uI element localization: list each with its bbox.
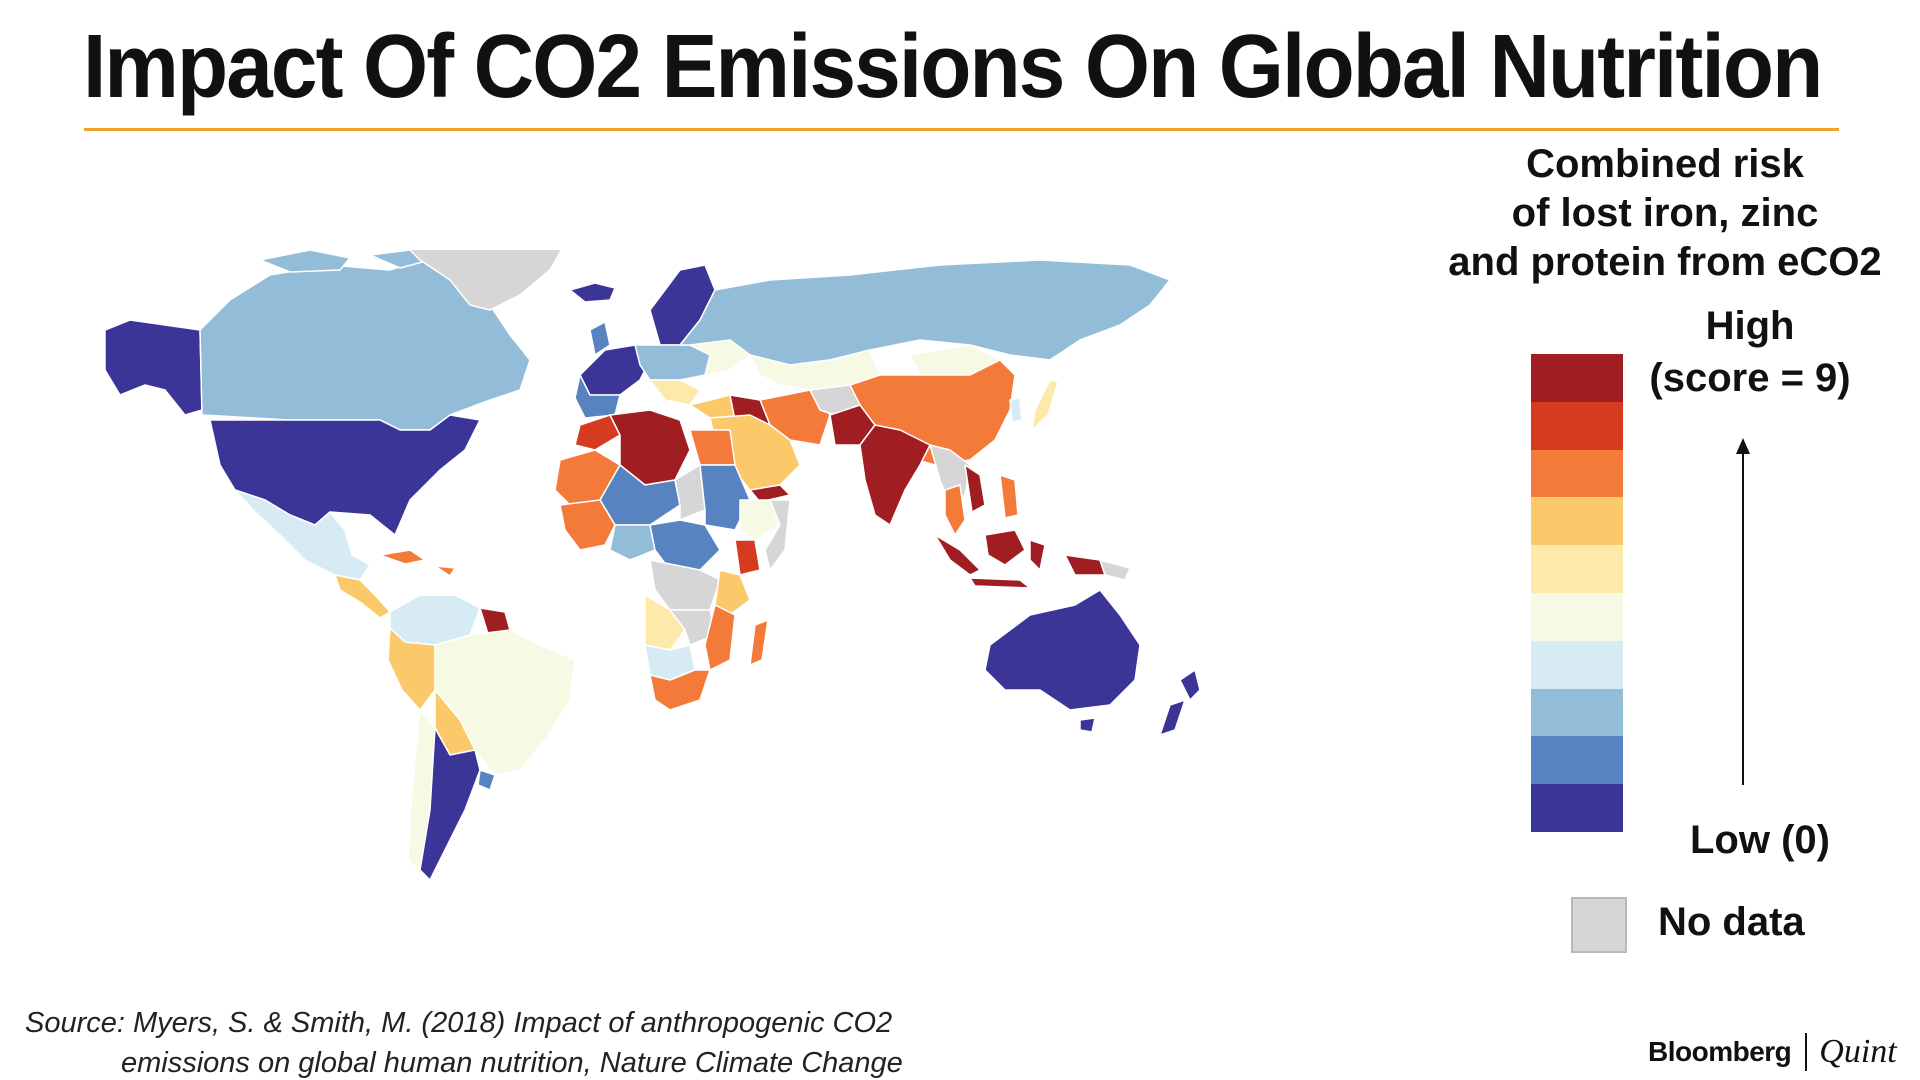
world-choropleth-map <box>90 209 1430 930</box>
legend-low-label: Low (0) <box>1690 818 1830 862</box>
legend-swatch-1 <box>1531 736 1623 785</box>
region-sumatra <box>934 534 981 576</box>
source-line-1: Source: Myers, S. & Smith, M. (2018) Imp… <box>25 1007 893 1039</box>
region-congo <box>649 559 721 611</box>
region-mexico <box>234 489 371 581</box>
region-ethiopia <box>739 499 781 541</box>
source-citation: Source: Myers, S. & Smith, M. (2018) Imp… <box>25 1003 903 1080</box>
title-divider <box>84 128 1839 131</box>
region-nigeria <box>609 524 656 561</box>
region-kenya <box>734 539 761 576</box>
region-central-europe <box>634 344 711 381</box>
world-map-svg <box>104 209 1201 881</box>
brand-quint: Quint <box>1819 1033 1897 1070</box>
legend-high-text: High <box>1705 304 1795 348</box>
no-data-label: No data <box>1658 900 1805 944</box>
legend-swatch-5 <box>1531 545 1623 593</box>
region-russia <box>679 259 1171 366</box>
region-egypt <box>689 429 736 466</box>
legend-title: Combined risk of lost iron, zinc and pro… <box>1445 140 1885 287</box>
legend-swatch-2 <box>1531 688 1623 737</box>
legend-swatch-4 <box>1531 592 1623 641</box>
region-philippines <box>999 474 1019 519</box>
legend-high-label: High (score = 9) <box>1630 300 1870 404</box>
legend-swatch-6 <box>1531 497 1623 546</box>
region-sudan <box>699 464 751 531</box>
region-borneo <box>984 529 1026 566</box>
region-alaska <box>104 319 203 416</box>
region-peru <box>387 627 436 711</box>
region-uruguay <box>477 769 496 791</box>
region-south-africa <box>649 669 711 711</box>
page-title: Impact Of CO2 Emissions On Global Nutrit… <box>83 17 1823 117</box>
region-png <box>1099 559 1131 581</box>
source-line-2: emissions on global human nutrition, Nat… <box>121 1047 903 1079</box>
region-somalia <box>764 499 791 571</box>
region-yemen <box>749 484 791 503</box>
region-iceland <box>569 282 616 303</box>
brand-logo: Bloomberg Quint <box>1648 1030 1897 1074</box>
region-west-africa-coast <box>559 499 616 551</box>
region-new-zealand <box>1159 669 1201 736</box>
brand-divider <box>1805 1033 1808 1071</box>
region-mozambique <box>704 604 736 671</box>
region-java <box>969 577 1031 589</box>
region-thailand <box>944 484 966 536</box>
region-zambia <box>669 609 716 646</box>
region-balkans <box>649 379 701 406</box>
region-tanzania <box>714 569 751 616</box>
region-caribbean <box>379 549 456 577</box>
legend-arrow-icon <box>1742 440 1744 785</box>
region-angola <box>644 594 686 651</box>
region-tasmania <box>1079 717 1096 733</box>
region-central-america <box>334 574 391 619</box>
region-vietnam <box>964 464 986 513</box>
region-india <box>859 424 931 526</box>
region-uk <box>589 321 611 356</box>
region-papua <box>1064 554 1106 576</box>
legend-title-line-1: Combined risk <box>1526 142 1804 186</box>
region-usa <box>209 414 481 536</box>
region-argentina <box>419 727 481 881</box>
legend-high-score: (score = 9) <box>1649 356 1851 400</box>
region-morocco <box>574 414 621 451</box>
region-korea <box>1009 397 1023 423</box>
region-australia <box>984 589 1141 711</box>
legend-swatch-3 <box>1531 640 1623 689</box>
region-chad <box>674 464 706 521</box>
region-sulawesi <box>1029 539 1046 571</box>
legend-swatch-8 <box>1531 401 1623 450</box>
no-data-swatch <box>1571 897 1627 953</box>
legend-swatch-9 <box>1531 354 1623 402</box>
legend-swatch-7 <box>1531 449 1623 498</box>
region-japan <box>1031 379 1059 431</box>
region-madagascar <box>749 619 769 666</box>
region-central-africa <box>649 519 721 571</box>
brand-bloomberg: Bloomberg <box>1648 1036 1792 1067</box>
legend-color-scale <box>1531 354 1623 832</box>
legend-title-line-3: and protein from eCO2 <box>1448 240 1882 284</box>
legend-title-line-2: of lost iron, zinc <box>1511 191 1819 235</box>
legend-swatch-0 <box>1531 784 1623 832</box>
